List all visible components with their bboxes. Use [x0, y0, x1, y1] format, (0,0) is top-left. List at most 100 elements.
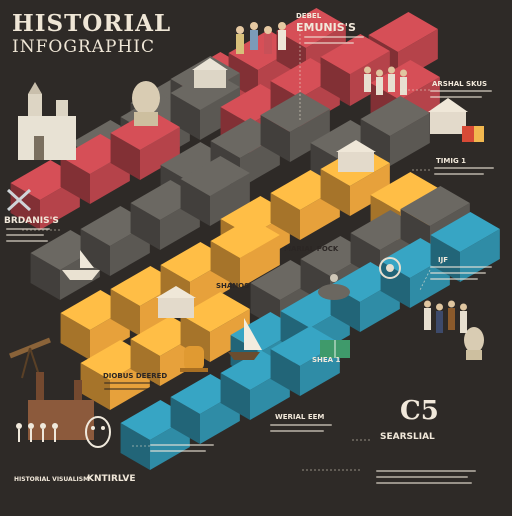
globe-icon	[379, 257, 401, 279]
timeline-block	[260, 92, 330, 162]
temple-icon	[192, 58, 228, 88]
timeline-block-left-face	[60, 157, 90, 204]
text-placeholder	[430, 278, 478, 280]
text-placeholder	[6, 234, 44, 236]
label-diobus: DIOBUS DEERED	[103, 372, 168, 380]
timeline-block-right-face	[240, 235, 280, 288]
label-marial-pock: MARIAL POCK	[284, 245, 339, 253]
timeline-block-left-face	[320, 57, 350, 104]
timeline-block-left-face	[360, 119, 390, 166]
label-cyan-number: C5	[400, 396, 439, 426]
text-placeholder	[270, 430, 324, 432]
text-placeholder	[434, 173, 484, 175]
timeline-block-right-face	[210, 173, 250, 226]
text-placeholder	[150, 444, 214, 446]
dancers-icon	[16, 423, 58, 442]
timeline-block-left-face	[110, 289, 140, 336]
timeline-block-left-face	[110, 133, 140, 180]
label-historial-visual: HISTORIAL VISUALISM	[14, 476, 90, 483]
book-icon	[320, 340, 350, 358]
timeline-block	[180, 156, 250, 226]
illustration-icons	[6, 22, 484, 448]
label-werial: WERIAL EEM	[275, 413, 325, 421]
text-placeholder	[430, 96, 482, 98]
timeline-block-top-face	[368, 12, 438, 52]
soldiers-icon	[424, 300, 467, 333]
horseman-icon	[318, 274, 350, 300]
timeline-block-left-face	[130, 203, 160, 250]
timeline-block-left-face	[30, 253, 60, 300]
factory-icon	[28, 372, 94, 440]
timeline-block-right-face	[290, 109, 330, 162]
timeline-block-top-face	[320, 34, 390, 74]
text-placeholder	[304, 36, 364, 38]
text-placeholder	[434, 167, 494, 169]
label-arshal: ARSHAL SKUS	[432, 80, 488, 88]
text-placeholder	[430, 90, 492, 92]
timeline-block-left-face	[60, 313, 90, 360]
timeline-block-top-face	[180, 292, 250, 332]
kings-icon	[236, 22, 286, 54]
timeline-block	[430, 212, 500, 282]
timeline-block-left-face	[320, 169, 350, 216]
crossed-swords-icon	[6, 188, 32, 212]
label-emunis: EMUNIS'S	[296, 21, 356, 34]
ship-icon	[62, 250, 100, 280]
mask-icon	[85, 416, 111, 448]
timeline-block-left-face	[270, 349, 300, 396]
page-title-line-1: HISTORIAL	[12, 10, 172, 37]
flag-icon	[462, 126, 484, 142]
timeline-block-left-face	[170, 93, 200, 140]
page-title-line-2: INFOGRAPHIC	[12, 37, 155, 57]
timeline-block-left-face	[270, 193, 300, 240]
bust-icon	[464, 327, 484, 360]
timeline-block-left-face	[130, 339, 160, 386]
timeline-block-left-face	[260, 115, 290, 162]
leader-lines	[22, 30, 431, 471]
timeline-block-left-face	[180, 179, 210, 226]
timeline-block-right-face	[350, 163, 390, 216]
label-searslial: SEARSLIAL	[380, 432, 435, 442]
timeline-block	[110, 110, 180, 180]
timeline-block-top-face	[370, 172, 440, 212]
text-placeholder	[104, 382, 154, 384]
timeline-block	[210, 218, 280, 288]
text-placeholder	[6, 228, 50, 230]
timeline-block-top-face	[260, 92, 330, 132]
timeline-block-right-face	[460, 229, 500, 282]
text-placeholder	[430, 272, 486, 274]
timeline-block-left-face	[210, 241, 240, 288]
timeline-block-left-face	[430, 235, 460, 282]
text-placeholder	[430, 266, 492, 268]
timeline-block-left-face	[80, 363, 110, 410]
timeline-block-left-face	[380, 261, 410, 308]
text-placeholder	[304, 42, 354, 44]
timeline-block-top-face	[276, 8, 346, 48]
timeline-block-top-face	[400, 186, 470, 226]
timeline-block-right-face	[390, 113, 430, 166]
text-placeholder	[376, 482, 472, 484]
timeline-block-top-face	[210, 218, 280, 258]
timeline-block-left-face	[170, 397, 200, 444]
timeline-block-top-face	[430, 212, 500, 252]
text-placeholder	[104, 388, 148, 390]
temple-icon	[156, 286, 196, 318]
timeline-block-top-face	[180, 156, 250, 196]
text-placeholder	[150, 450, 206, 452]
label-debel: DEBEL	[296, 12, 322, 20]
bell-icon	[180, 346, 208, 372]
timeline-block-top-face	[270, 326, 340, 366]
label-ijf: IJF	[438, 256, 448, 264]
timeline-block-left-face	[80, 229, 110, 276]
sailboat-icon	[228, 318, 262, 360]
timeline-block-top-face	[110, 110, 180, 150]
text-placeholder	[270, 424, 332, 426]
temple-icon	[336, 140, 376, 172]
soldiers-icon	[364, 66, 407, 95]
bust-icon	[132, 81, 160, 126]
timeline-block-right-face	[140, 127, 180, 180]
label-brdaniss: BRDANIS'S	[4, 216, 59, 226]
timeline-block-left-face	[220, 373, 250, 420]
